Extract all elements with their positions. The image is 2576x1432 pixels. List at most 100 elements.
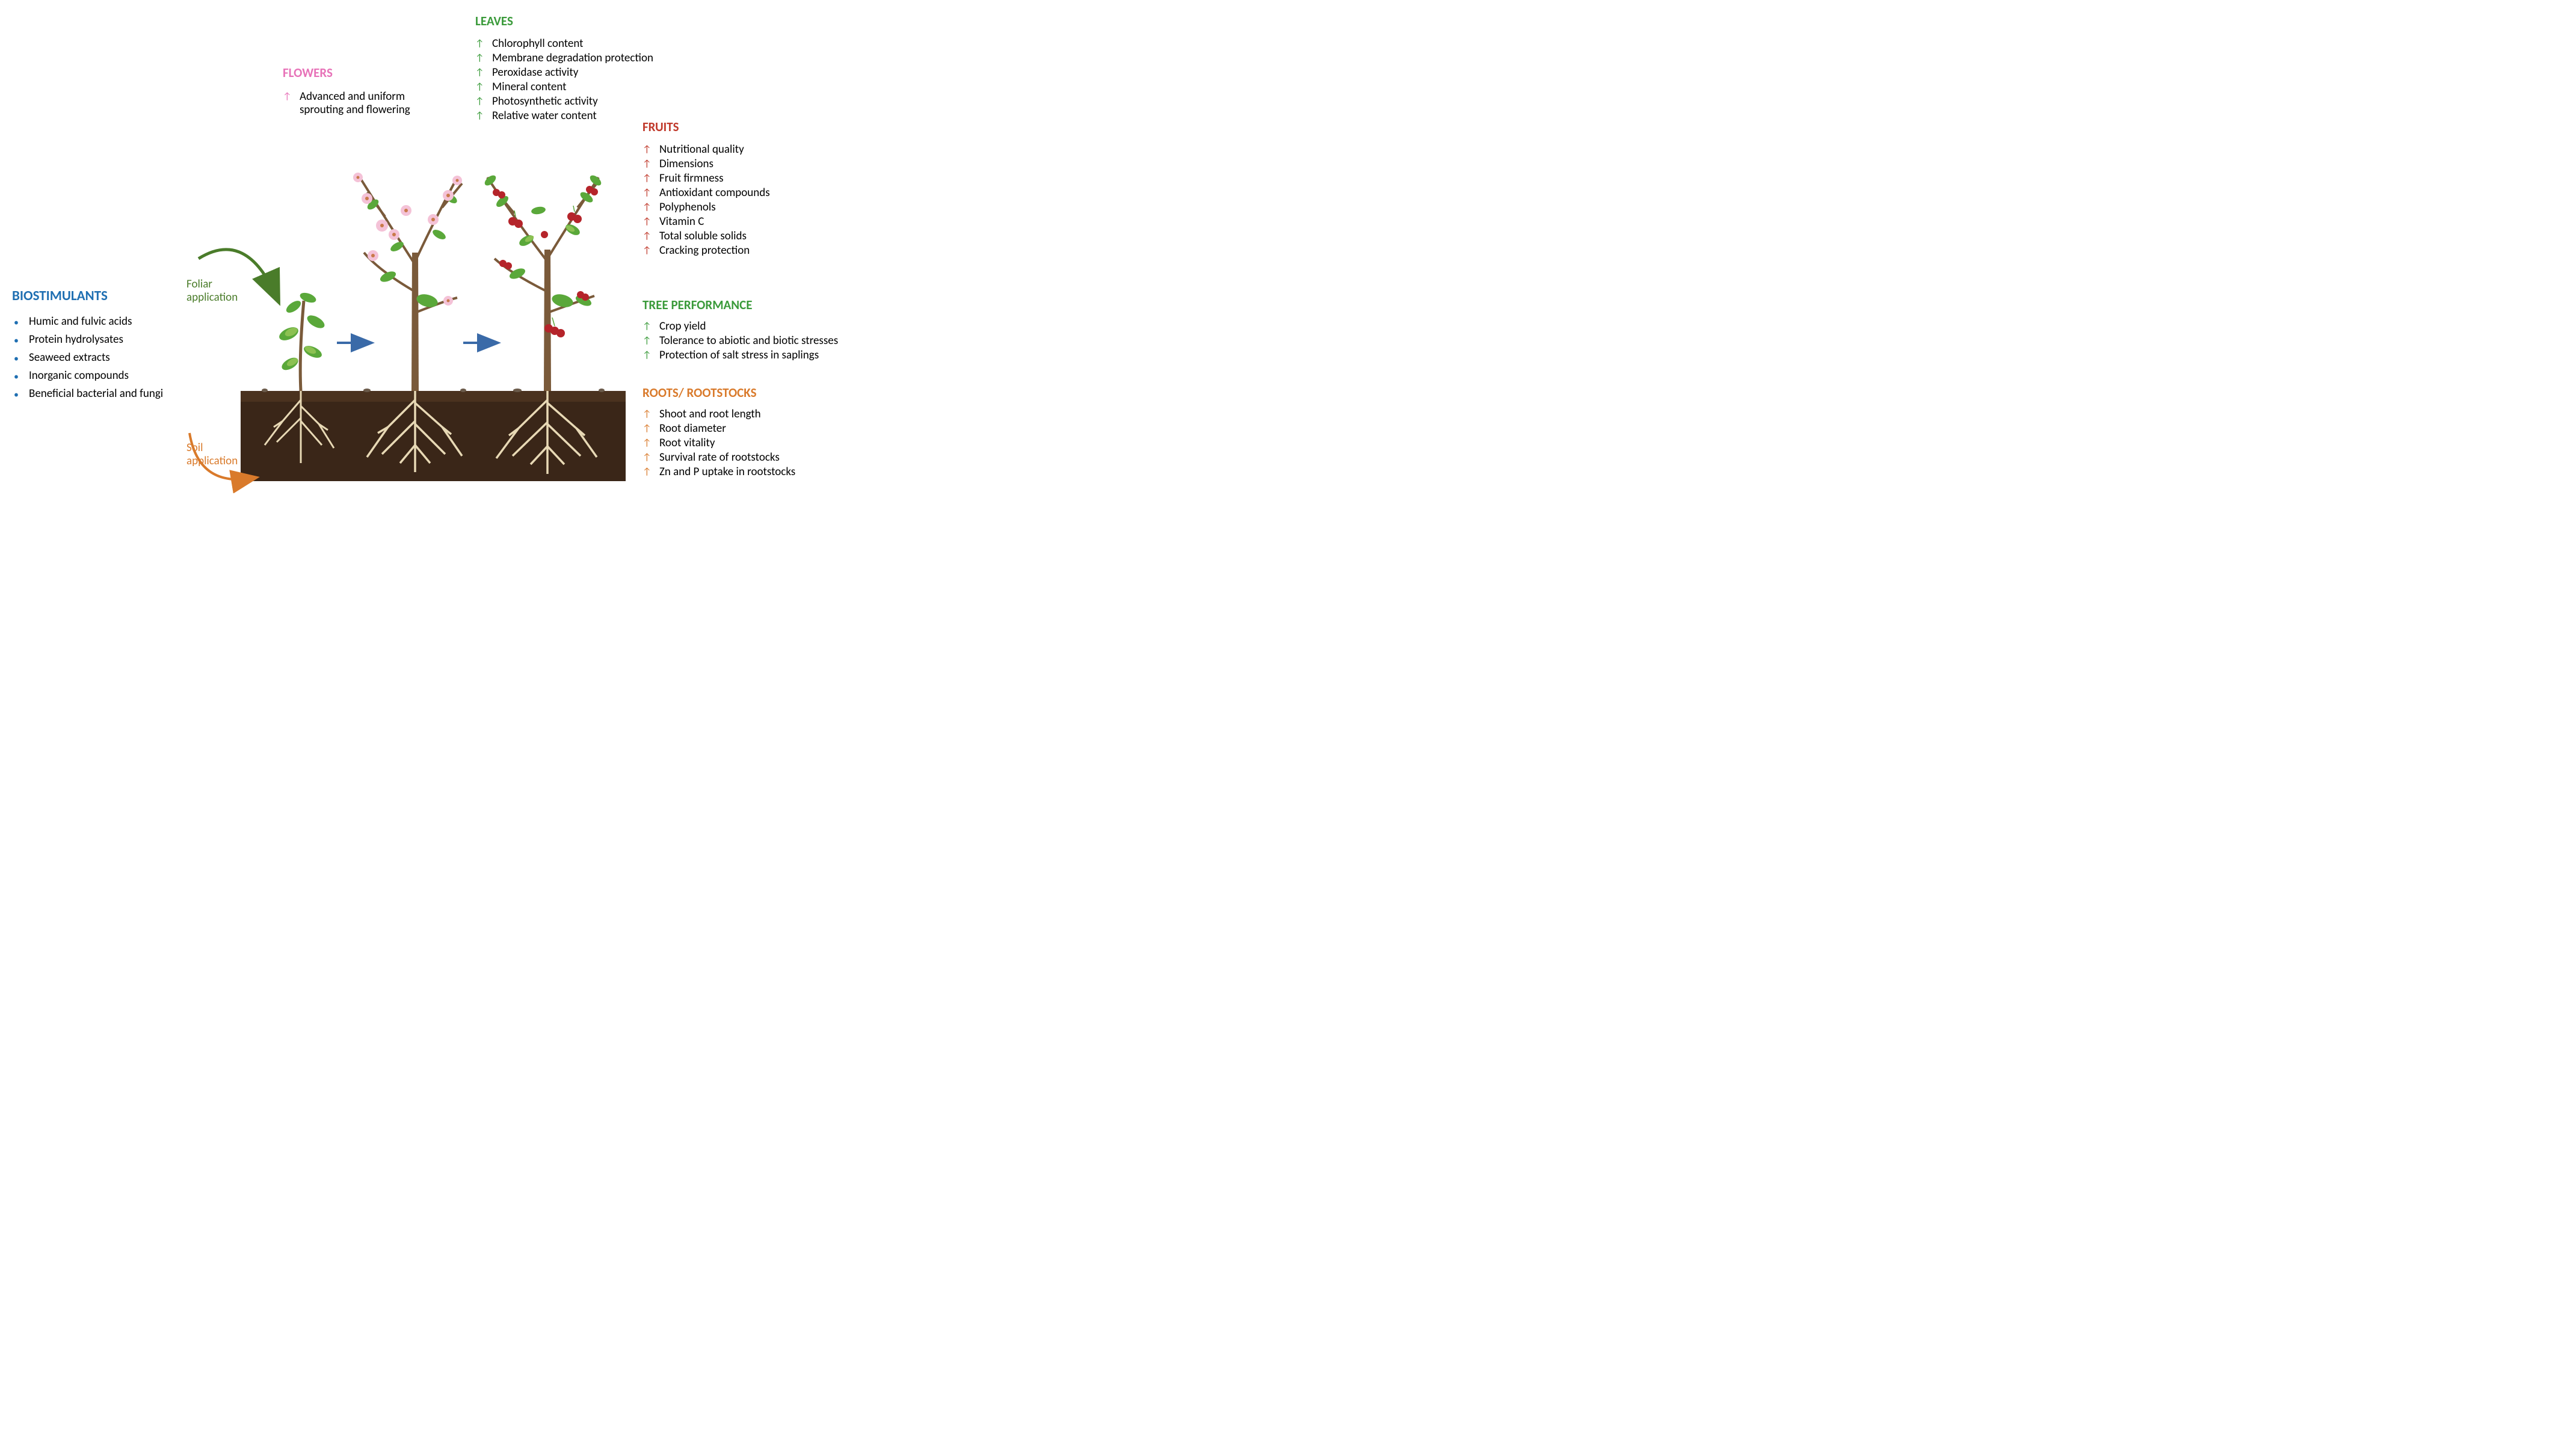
list-item-text: Inorganic compounds	[29, 369, 129, 383]
bullet-icon: •	[12, 315, 20, 331]
tree-performance-title: TREE PERFORMANCE	[642, 297, 883, 313]
list-item: ↑ Membrane degradation protection	[475, 52, 692, 65]
up-arrow-icon: ↑	[642, 186, 651, 200]
list-item-text: Protein hydrolysates	[29, 333, 123, 346]
up-arrow-icon: ↑	[642, 244, 651, 257]
roots-section: ROOTS/ ROOTSTOCKS ↑ Shoot and root length…	[642, 385, 871, 480]
list-item-text: Nutritional quality	[659, 143, 744, 156]
leaves-list: ↑ Chlorophyll content ↑ Membrane degradatio…	[475, 37, 692, 123]
up-arrow-icon: ↑	[475, 95, 484, 108]
list-item: ↑ Protection of salt stress in saplings	[642, 349, 883, 362]
up-arrow-icon: ↑	[642, 172, 651, 185]
list-item-text: Survival rate of rootstocks	[659, 451, 780, 464]
list-item: • Protein hydrolysates	[12, 333, 205, 349]
list-item-text: Protection of salt stress in saplings	[659, 349, 819, 362]
up-arrow-icon: ↑	[642, 158, 651, 171]
list-item: ↑ Peroxidase activity	[475, 66, 692, 79]
bullet-icon: •	[12, 351, 20, 367]
up-arrow-icon: ↑	[642, 215, 651, 229]
biostimulants-title: BIOSTIMULANTS	[12, 287, 205, 304]
list-item: ↑ Chlorophyll content	[475, 37, 692, 51]
list-item: ↑ Root vitality	[642, 437, 871, 450]
fruits-title: FRUITS	[642, 119, 871, 135]
up-arrow-icon: ↑	[475, 66, 484, 79]
list-item: ↑ Dimensions	[642, 158, 871, 171]
up-arrow-icon: ↑	[475, 37, 484, 51]
list-item-text: Advanced and uniform sprouting and flowe…	[300, 90, 445, 117]
flowers-title: FLOWERS	[283, 65, 445, 81]
list-item-text: Membrane degradation protection	[492, 52, 653, 65]
fruits-list: ↑ Nutritional quality ↑ Dimensions ↑ Fruit fi…	[642, 143, 871, 257]
up-arrow-icon: ↑	[475, 81, 484, 94]
up-arrow-icon: ↑	[642, 201, 651, 214]
up-arrow-icon: ↑	[642, 451, 651, 464]
list-item: • Inorganic compounds	[12, 369, 205, 385]
leaves-section: LEAVES ↑ Chlorophyll content ↑ Membrane deg…	[475, 13, 692, 124]
up-arrow-icon: ↑	[642, 422, 651, 435]
leaves-title: LEAVES	[475, 13, 692, 29]
list-item: ↑ Mineral content	[475, 81, 692, 94]
list-item-text: Root vitality	[659, 437, 715, 450]
list-item: ↑ Fruit firmness	[642, 172, 871, 185]
biostimulants-list: • Humic and fulvic acids • Protein hydrolys…	[12, 315, 205, 403]
list-item: • Humic and fulvic acids	[12, 315, 205, 331]
list-item: • Beneficial bacterial and fungi	[12, 387, 205, 403]
biostimulants-section: BIOSTIMULANTS • Humic and fulvic acids • Pr…	[12, 287, 205, 405]
list-item-text: Humic and fulvic acids	[29, 315, 132, 328]
up-arrow-icon: ↑	[642, 349, 651, 362]
list-item: ↑ Tolerance to abiotic and biotic stresse…	[642, 334, 883, 348]
list-item: ↑ Polyphenols	[642, 201, 871, 214]
list-item: • Seaweed extracts	[12, 351, 205, 367]
up-arrow-icon: ↑	[283, 90, 291, 103]
list-item: ↑ Cracking protection	[642, 244, 871, 257]
list-item-text: Vitamin C	[659, 215, 704, 229]
bullet-icon: •	[12, 387, 20, 403]
list-item-text: Peroxidase activity	[492, 66, 578, 79]
list-item: ↑ Total soluble solids	[642, 230, 871, 243]
tree-performance-section: TREE PERFORMANCE ↑ Crop yield ↑ Tolerance t…	[642, 297, 883, 363]
up-arrow-icon: ↑	[642, 408, 651, 421]
list-item-text: Seaweed extracts	[29, 351, 110, 364]
bullet-icon: •	[12, 369, 20, 385]
list-item: ↑ Survival rate of rootstocks	[642, 451, 871, 464]
flowers-section: FLOWERS ↑ Advanced and uniform sprouting …	[283, 65, 445, 118]
up-arrow-icon: ↑	[642, 437, 651, 450]
up-arrow-icon: ↑	[642, 334, 651, 348]
list-item: ↑ Zn and P uptake in rootstocks	[642, 466, 871, 479]
list-item-text: Polyphenols	[659, 201, 716, 214]
list-item-text: Mineral content	[492, 81, 567, 94]
list-item-text: Photosynthetic activity	[492, 95, 598, 108]
list-item: ↑ Shoot and root length	[642, 408, 871, 421]
list-item-text: Root diameter	[659, 422, 726, 435]
list-item: ↑ Root diameter	[642, 422, 871, 435]
up-arrow-icon: ↑	[642, 143, 651, 156]
fruits-section: FRUITS ↑ Nutritional quality ↑ Dimensions ↑ F…	[642, 119, 871, 259]
list-item: ↑ Antioxidant compounds	[642, 186, 871, 200]
tree-performance-list: ↑ Crop yield ↑ Tolerance to abiotic and bio…	[642, 320, 883, 362]
list-item: ↑ Photosynthetic activity	[475, 95, 692, 108]
foliar-application-arrow	[199, 250, 277, 298]
list-item-text: Beneficial bacterial and fungi	[29, 387, 163, 401]
list-item-text: Cracking protection	[659, 244, 750, 257]
bullet-icon: •	[12, 333, 20, 349]
list-item-text: Antioxidant compounds	[659, 186, 770, 200]
list-item: ↑ Nutritional quality	[642, 143, 871, 156]
up-arrow-icon: ↑	[642, 320, 651, 333]
roots-list: ↑ Shoot and root length ↑ Root diameter ↑ Roo…	[642, 408, 871, 479]
list-item: ↑ Vitamin C	[642, 215, 871, 229]
plant-growth-diagram	[180, 120, 638, 493]
roots-title: ROOTS/ ROOTSTOCKS	[642, 385, 871, 401]
up-arrow-icon: ↑	[642, 230, 651, 243]
list-item-text: Fruit firmness	[659, 172, 724, 185]
list-item-text: Total soluble solids	[659, 230, 747, 243]
list-item-text: Tolerance to abiotic and biotic stresses	[659, 334, 838, 348]
list-item-text: Crop yield	[659, 320, 706, 333]
flowers-list: ↑ Advanced and uniform sprouting and flow…	[283, 90, 445, 117]
list-item-text: Chlorophyll content	[492, 37, 584, 51]
list-item-text: Shoot and root length	[659, 408, 761, 421]
up-arrow-icon: ↑	[642, 466, 651, 479]
up-arrow-icon: ↑	[475, 52, 484, 65]
list-item-text: Dimensions	[659, 158, 713, 171]
list-item-text: Zn and P uptake in rootstocks	[659, 466, 795, 479]
list-item: ↑ Advanced and uniform sprouting and flow…	[283, 90, 445, 117]
